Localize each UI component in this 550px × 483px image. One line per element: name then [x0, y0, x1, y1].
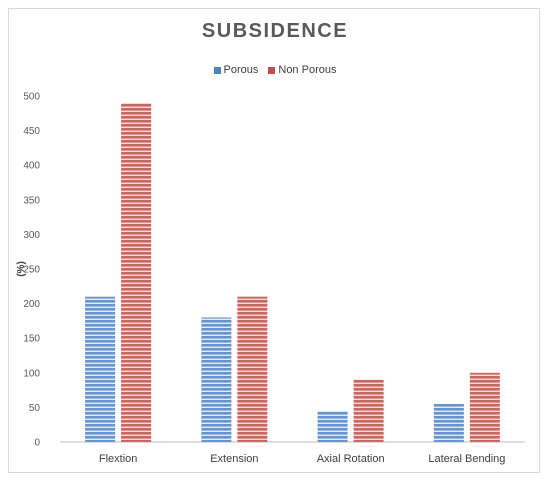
legend-item-porous: Porous [213, 64, 259, 76]
bar-porous [201, 317, 232, 442]
x-category-label: Flextion [99, 453, 138, 465]
tick-labels: 0 50 100 150 200 250 300 350 400 450 500 Flextion Ex… [23, 92, 505, 466]
bar-porous [433, 403, 464, 442]
chart-legend: Porous Non Porous [0, 64, 550, 76]
bar-non-porous [237, 296, 268, 442]
y-tick-label: 350 [23, 195, 40, 206]
bar-porous [317, 410, 348, 442]
bar-non-porous [121, 102, 152, 443]
y-tick-label: 250 [23, 265, 40, 276]
legend-label-non-porous: Non Porous [278, 64, 337, 76]
y-tick-label: 500 [23, 92, 40, 103]
legend-item-non-porous: Non Porous [268, 64, 336, 76]
bar-non-porous [353, 379, 384, 442]
y-tick-label: 150 [23, 334, 40, 345]
y-tick-label: 300 [23, 230, 40, 241]
y-tick-label: 400 [23, 161, 40, 172]
bar-non-porous [469, 372, 500, 442]
y-tick-label: 50 [29, 403, 41, 414]
legend-label-porous: Porous [223, 64, 259, 76]
y-tick-label: 450 [23, 126, 40, 137]
legend-swatch-non-porous [268, 66, 276, 74]
x-category-label: Lateral Bending [428, 453, 505, 465]
chart-title: SUBSIDENCE [201, 20, 349, 42]
legend-swatch-porous [213, 66, 221, 74]
x-category-label: Axial Rotation [317, 453, 385, 465]
y-tick-label: 0 [34, 438, 40, 449]
y-tick-label: 100 [23, 368, 40, 379]
x-category-label: Extension [210, 453, 258, 465]
y-tick-label: 200 [23, 299, 40, 310]
y-axis-title: (%) [16, 261, 27, 277]
bars [85, 102, 500, 443]
bar-porous [85, 296, 116, 442]
